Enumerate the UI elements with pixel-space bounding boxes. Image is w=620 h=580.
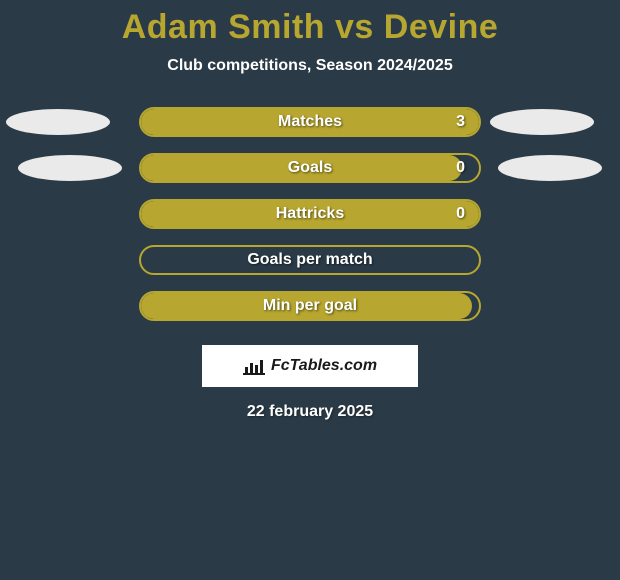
stat-label: Matches [278,113,342,131]
stat-row: Goals per match [0,243,620,277]
player-left-marker [18,155,122,181]
stat-label: Hattricks [276,205,344,223]
subtitle: Club competitions, Season 2024/2025 [0,57,620,75]
stat-bar: Goals per match [139,245,481,275]
stat-value: 3 [456,113,465,131]
page-title: Adam Smith vs Devine [0,8,620,47]
chart-icon [243,357,265,375]
stats-rows: Matches 3 Goals 0 Hattricks 0 Goals per match M… [0,105,620,323]
stat-value: 0 [456,205,465,223]
stat-label: Goals per match [247,251,372,269]
stat-label: Goals [288,159,332,177]
stat-row: Goals 0 [0,151,620,185]
stat-bar: Goals 0 [139,153,481,183]
player-right-marker [498,155,602,181]
stat-bar: Hattricks 0 [139,199,481,229]
badge-text: FcTables.com [271,357,377,375]
stat-label: Min per goal [263,297,357,315]
player-left-marker [6,109,110,135]
stat-bar: Min per goal [139,291,481,321]
stat-row: Hattricks 0 [0,197,620,231]
stat-value: 0 [456,159,465,177]
player-right-marker [490,109,594,135]
stat-row: Min per goal [0,289,620,323]
date-label: 22 february 2025 [0,403,620,421]
stat-row: Matches 3 [0,105,620,139]
stat-bar: Matches 3 [139,107,481,137]
comparison-widget: Adam Smith vs Devine Club competitions, … [0,0,620,421]
source-badge: FcTables.com [202,345,418,387]
